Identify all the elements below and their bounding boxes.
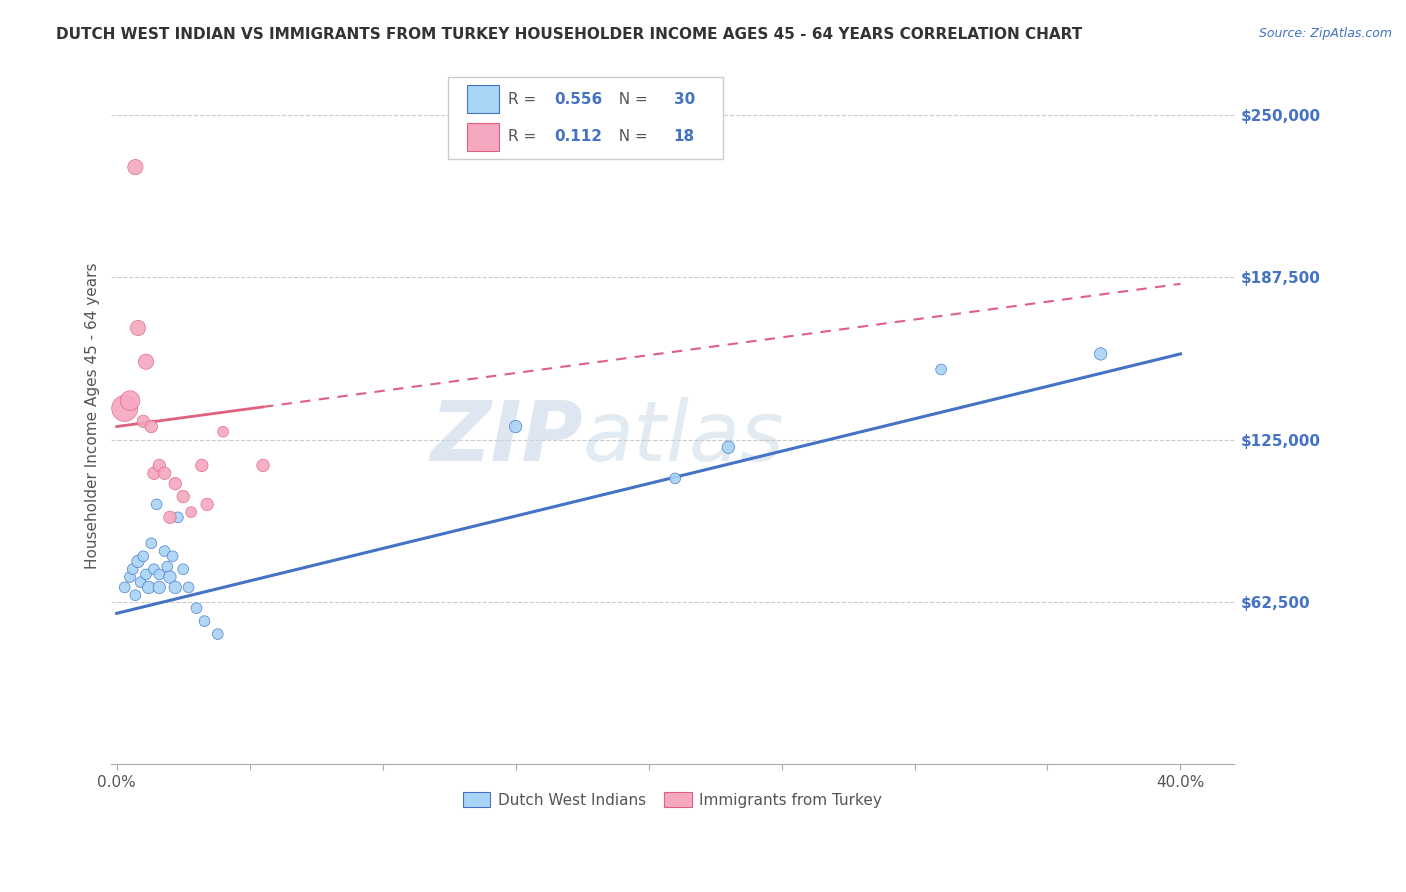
Point <box>141 419 163 434</box>
Point <box>167 510 190 524</box>
Point <box>135 567 157 582</box>
Point <box>141 536 163 550</box>
Point <box>180 505 202 519</box>
Text: ZIP: ZIP <box>430 397 582 477</box>
Point <box>717 440 740 454</box>
Point <box>114 581 136 595</box>
FancyBboxPatch shape <box>467 86 499 113</box>
Y-axis label: Householder Income Ages 45 - 64 years: Householder Income Ages 45 - 64 years <box>86 263 100 569</box>
Point <box>124 588 146 602</box>
Point <box>118 393 141 408</box>
Text: 0.112: 0.112 <box>555 129 603 145</box>
Text: R =: R = <box>508 129 541 145</box>
Point <box>143 562 166 576</box>
Point <box>153 467 176 481</box>
Point <box>165 476 187 491</box>
Text: 30: 30 <box>673 92 695 107</box>
Text: DUTCH WEST INDIAN VS IMMIGRANTS FROM TURKEY HOUSEHOLDER INCOME AGES 45 - 64 YEAR: DUTCH WEST INDIAN VS IMMIGRANTS FROM TUR… <box>56 27 1083 42</box>
Text: Source: ZipAtlas.com: Source: ZipAtlas.com <box>1258 27 1392 40</box>
Point <box>121 562 143 576</box>
Point <box>505 419 527 434</box>
Point <box>207 627 229 641</box>
Point <box>153 544 176 558</box>
Point <box>118 570 141 584</box>
Point <box>193 614 215 628</box>
FancyBboxPatch shape <box>449 77 723 159</box>
Point <box>156 559 179 574</box>
Point <box>148 458 170 473</box>
Text: 0.556: 0.556 <box>555 92 603 107</box>
Point <box>127 554 149 568</box>
Point <box>162 549 184 564</box>
Text: atlas: atlas <box>582 397 785 477</box>
Point <box>212 425 235 439</box>
Point <box>127 321 149 335</box>
FancyBboxPatch shape <box>467 123 499 151</box>
Point <box>177 581 200 595</box>
Point <box>1090 347 1112 361</box>
Point <box>124 160 146 174</box>
Point <box>195 497 218 511</box>
Point <box>143 467 166 481</box>
Point <box>929 362 952 376</box>
Point <box>191 458 214 473</box>
Point <box>664 471 686 485</box>
Point <box>165 581 187 595</box>
Point <box>114 401 136 416</box>
Point <box>252 458 274 473</box>
Point <box>135 354 157 368</box>
Point <box>129 575 152 590</box>
Text: N =: N = <box>609 92 652 107</box>
Legend: Dutch West Indians, Immigrants from Turkey: Dutch West Indians, Immigrants from Turk… <box>456 784 890 815</box>
Point <box>138 581 160 595</box>
Point <box>172 490 194 504</box>
Point <box>148 581 170 595</box>
Point <box>186 601 208 615</box>
Text: N =: N = <box>609 129 652 145</box>
Point <box>132 414 155 428</box>
Point <box>145 497 167 511</box>
Text: 18: 18 <box>673 129 695 145</box>
Point <box>132 549 155 564</box>
Point <box>159 570 181 584</box>
Point <box>159 510 181 524</box>
Point <box>148 567 170 582</box>
Text: R =: R = <box>508 92 541 107</box>
Point <box>172 562 194 576</box>
